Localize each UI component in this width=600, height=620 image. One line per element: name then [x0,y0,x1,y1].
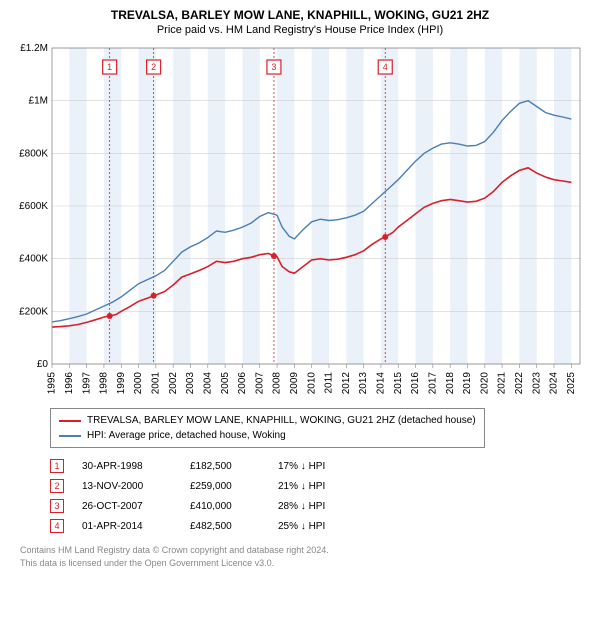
legend-label-property: TREVALSA, BARLEY MOW LANE, KNAPHILL, WOK… [87,413,476,428]
svg-text:2017: 2017 [427,372,438,395]
svg-text:£400K: £400K [19,254,48,265]
svg-text:2024: 2024 [549,372,560,395]
svg-text:2010: 2010 [306,372,317,395]
svg-text:1999: 1999 [116,372,127,395]
transaction-price: £410,000 [190,501,260,512]
svg-text:2012: 2012 [341,372,352,395]
transaction-diff: 25% ↓ HPI [278,521,358,532]
legend: TREVALSA, BARLEY MOW LANE, KNAPHILL, WOK… [50,408,485,448]
svg-text:£200K: £200K [19,306,48,317]
footer: Contains HM Land Registry data © Crown c… [20,544,590,569]
svg-text:£0: £0 [37,359,49,370]
svg-text:2002: 2002 [168,372,179,395]
transaction-row: 1 30-APR-1998 £182,500 17% ↓ HPI [50,456,590,476]
svg-text:1: 1 [107,62,112,72]
svg-text:2016: 2016 [410,372,421,395]
svg-text:2007: 2007 [254,372,265,395]
svg-text:2011: 2011 [324,372,335,394]
transaction-price: £182,500 [190,461,260,472]
transaction-marker: 2 [50,479,64,493]
svg-text:2003: 2003 [185,372,196,395]
svg-text:2023: 2023 [531,372,542,395]
svg-text:£1.2M: £1.2M [20,43,48,54]
transaction-date: 26-OCT-2007 [82,501,172,512]
chart-title: TREVALSA, BARLEY MOW LANE, KNAPHILL, WOK… [10,8,590,22]
svg-text:1997: 1997 [81,372,92,395]
transaction-row: 4 01-APR-2014 £482,500 25% ↓ HPI [50,516,590,536]
svg-text:2004: 2004 [202,372,213,395]
svg-text:2025: 2025 [566,372,577,395]
legend-swatch-property [59,420,81,422]
legend-row-hpi: HPI: Average price, detached house, Woki… [59,428,476,443]
legend-label-hpi: HPI: Average price, detached house, Woki… [87,428,286,443]
transactions-table: 1 30-APR-1998 £182,500 17% ↓ HPI 2 13-NOV-200… [50,456,590,536]
svg-text:2006: 2006 [237,372,248,395]
chart-subtitle: Price paid vs. HM Land Registry's House … [10,24,590,36]
transaction-diff: 28% ↓ HPI [278,501,358,512]
svg-text:2008: 2008 [272,372,283,395]
svg-text:2009: 2009 [289,372,300,395]
svg-text:2018: 2018 [445,372,456,395]
transaction-diff: 17% ↓ HPI [278,461,358,472]
svg-text:1998: 1998 [99,372,110,395]
svg-text:£1M: £1M [29,96,48,107]
chart-plot-area: £0 £200K £400K £600K £800K £1M £1.2M 1995 1996 19… [10,42,590,402]
svg-text:2020: 2020 [479,372,490,395]
svg-text:£600K: £600K [19,201,48,212]
transaction-date: 01-APR-2014 [82,521,172,532]
transaction-date: 30-APR-1998 [82,461,172,472]
svg-text:3: 3 [271,62,276,72]
transaction-row: 3 26-OCT-2007 £410,000 28% ↓ HPI [50,496,590,516]
transaction-price: £259,000 [190,481,260,492]
svg-text:2022: 2022 [514,372,525,395]
svg-text:2021: 2021 [497,372,508,395]
transaction-marker: 1 [50,459,64,473]
svg-text:2019: 2019 [462,372,473,395]
svg-text:2005: 2005 [220,372,231,395]
svg-text:2000: 2000 [133,372,144,395]
svg-text:£800K: £800K [19,148,48,159]
legend-row-property: TREVALSA, BARLEY MOW LANE, KNAPHILL, WOK… [59,413,476,428]
chart-svg: £0 £200K £400K £600K £800K £1M £1.2M 1995 1996 19… [10,42,590,402]
transaction-diff: 21% ↓ HPI [278,481,358,492]
transaction-marker: 4 [50,519,64,533]
footer-line-2: This data is licensed under the Open Gov… [20,557,590,570]
legend-swatch-hpi [59,435,81,437]
svg-text:1995: 1995 [47,372,58,395]
svg-text:2013: 2013 [358,372,369,395]
footer-line-1: Contains HM Land Registry data © Crown c… [20,544,590,557]
transaction-price: £482,500 [190,521,260,532]
transaction-marker: 3 [50,499,64,513]
transaction-date: 13-NOV-2000 [82,481,172,492]
svg-text:4: 4 [383,62,388,72]
svg-text:2015: 2015 [393,372,404,395]
svg-text:2: 2 [151,62,156,72]
svg-text:1996: 1996 [64,372,75,395]
transaction-row: 2 13-NOV-2000 £259,000 21% ↓ HPI [50,476,590,496]
svg-text:2001: 2001 [151,372,162,395]
chart-container: TREVALSA, BARLEY MOW LANE, KNAPHILL, WOK… [0,0,600,579]
svg-text:2014: 2014 [376,372,387,395]
